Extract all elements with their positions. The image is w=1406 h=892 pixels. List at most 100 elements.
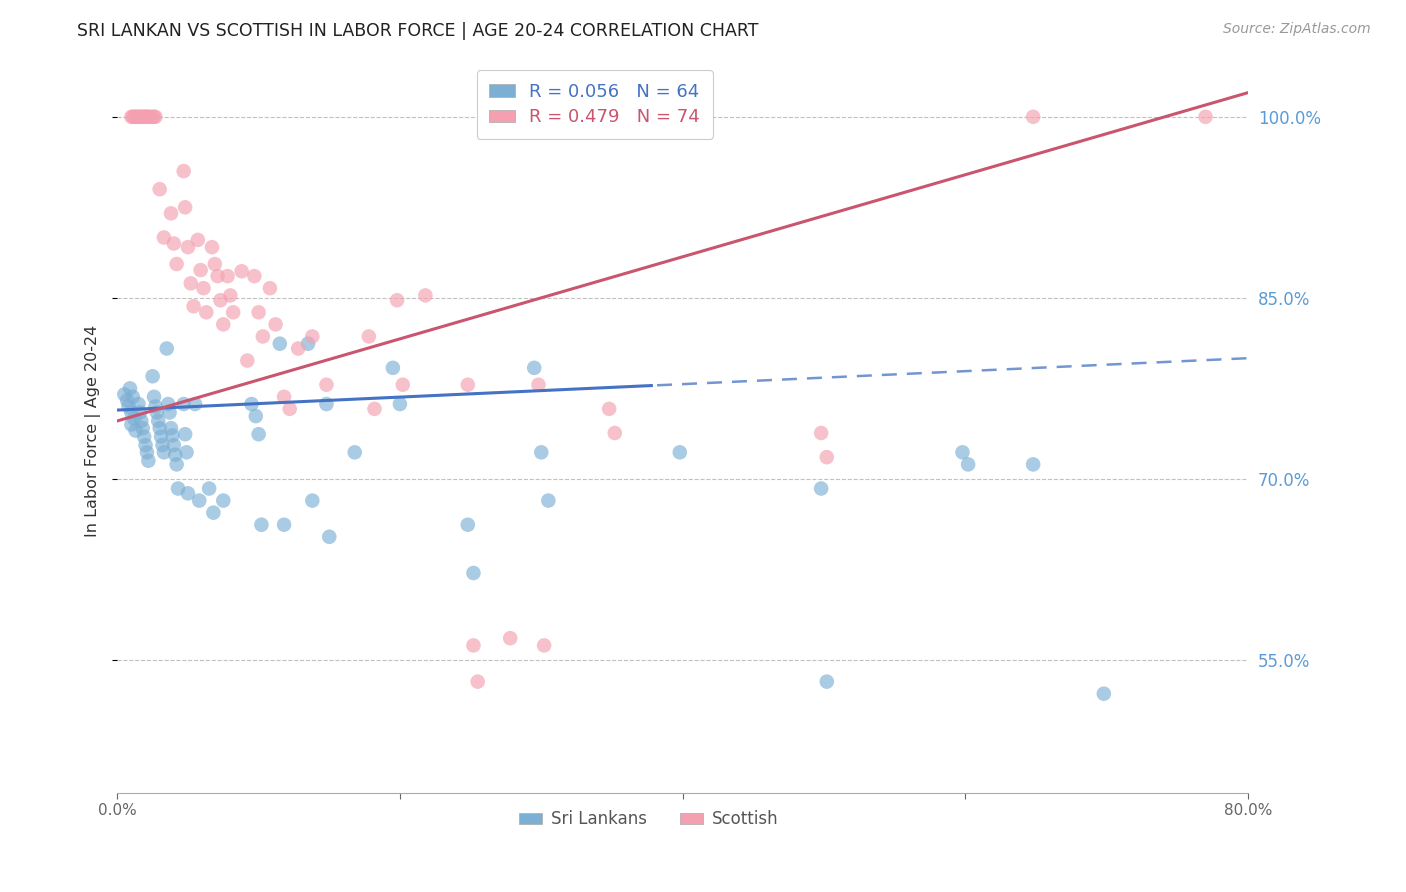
Point: [457, 377, 479, 392]
Point: [120, 405, 142, 419]
Point: [135, 438, 157, 452]
Point: [143, 390, 166, 404]
Point: [190, 263, 212, 277]
Point: [523, 360, 546, 375]
Point: [146, 405, 169, 419]
Point: [187, 233, 209, 247]
Point: [264, 318, 287, 332]
Point: [195, 305, 218, 319]
Point: [259, 281, 281, 295]
Point: [240, 397, 263, 411]
Point: [153, 230, 176, 244]
Point: [122, 411, 145, 425]
Text: Source: ZipAtlas.com: Source: ZipAtlas.com: [1223, 22, 1371, 37]
Point: [527, 377, 550, 392]
Point: [533, 639, 555, 653]
Point: [167, 482, 190, 496]
Point: [212, 493, 235, 508]
Point: [145, 400, 167, 414]
Point: [120, 417, 142, 432]
Legend: Sri Lankans, Scottish: Sri Lankans, Scottish: [512, 804, 785, 835]
Point: [815, 674, 838, 689]
Point: [152, 438, 174, 452]
Point: [118, 381, 141, 395]
Point: [231, 264, 253, 278]
Point: [357, 329, 380, 343]
Point: [153, 445, 176, 459]
Point: [457, 517, 479, 532]
Point: [318, 530, 340, 544]
Point: [136, 110, 159, 124]
Point: [129, 414, 152, 428]
Point: [165, 448, 187, 462]
Point: [391, 377, 413, 392]
Point: [176, 445, 198, 459]
Point: [603, 425, 626, 440]
Point: [166, 257, 188, 271]
Point: [177, 486, 200, 500]
Point: [138, 110, 160, 124]
Point: [415, 288, 437, 302]
Point: [245, 409, 267, 423]
Point: [120, 110, 142, 124]
Point: [142, 369, 165, 384]
Point: [149, 182, 172, 196]
Point: [193, 281, 215, 295]
Point: [463, 566, 485, 580]
Point: [174, 427, 197, 442]
Point: [163, 438, 186, 452]
Point: [236, 353, 259, 368]
Point: [150, 429, 173, 443]
Point: [129, 110, 152, 124]
Point: [134, 110, 156, 124]
Point: [273, 390, 295, 404]
Point: [269, 336, 291, 351]
Point: [537, 493, 560, 508]
Point: [127, 110, 149, 124]
Point: [148, 414, 170, 428]
Point: [273, 517, 295, 532]
Point: [132, 421, 155, 435]
Point: [132, 110, 155, 124]
Point: [143, 110, 166, 124]
Point: [128, 405, 150, 419]
Point: [1022, 458, 1045, 472]
Point: [112, 387, 135, 401]
Point: [198, 482, 221, 496]
Point: [184, 397, 207, 411]
Point: [125, 110, 148, 124]
Point: [207, 269, 229, 284]
Point: [201, 240, 224, 254]
Point: [163, 236, 186, 251]
Point: [160, 421, 183, 435]
Point: [124, 424, 146, 438]
Point: [160, 206, 183, 220]
Point: [810, 425, 832, 440]
Point: [297, 336, 319, 351]
Point: [180, 277, 202, 291]
Point: [157, 397, 180, 411]
Point: [1092, 687, 1115, 701]
Point: [243, 269, 266, 284]
Point: [115, 393, 138, 408]
Point: [177, 240, 200, 254]
Point: [128, 110, 150, 124]
Point: [142, 110, 165, 124]
Point: [188, 493, 211, 508]
Point: [138, 454, 160, 468]
Point: [202, 506, 225, 520]
Y-axis label: In Labor Force | Age 20-24: In Labor Force | Age 20-24: [86, 325, 101, 537]
Point: [217, 269, 239, 284]
Point: [598, 401, 620, 416]
Point: [381, 360, 404, 375]
Point: [952, 445, 974, 459]
Point: [315, 377, 337, 392]
Point: [173, 397, 195, 411]
Point: [156, 342, 179, 356]
Point: [174, 200, 197, 214]
Point: [219, 288, 242, 302]
Point: [139, 110, 162, 124]
Point: [209, 293, 232, 308]
Point: [1022, 110, 1045, 124]
Point: [388, 397, 411, 411]
